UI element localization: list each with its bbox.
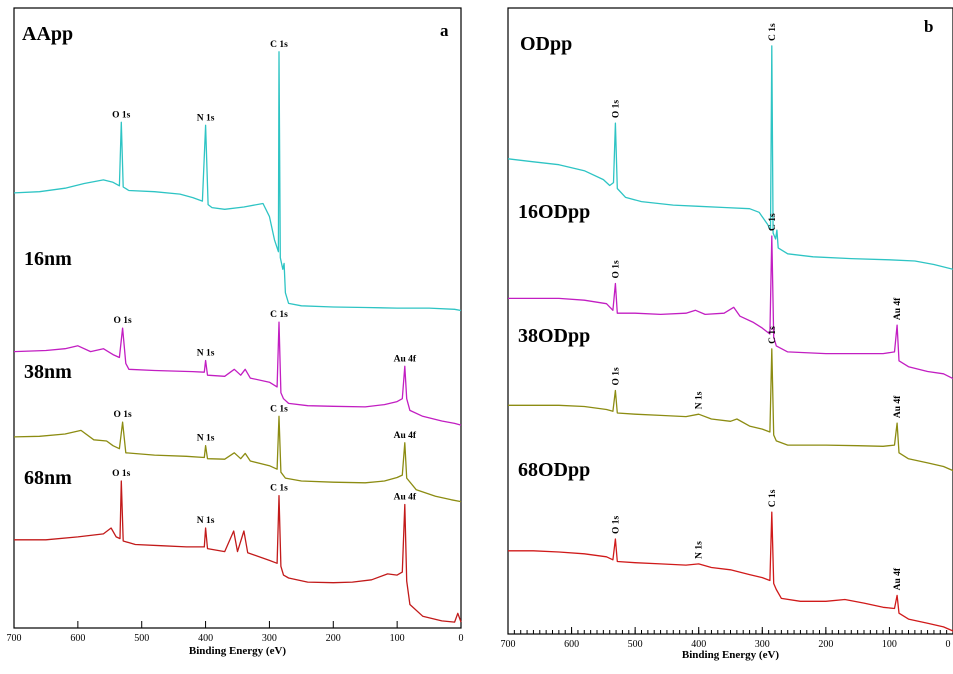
peak-label: N 1s <box>695 391 705 409</box>
x-tick-label: 100 <box>390 633 405 644</box>
x-tick-label: 600 <box>70 633 85 644</box>
series-label: 16ODpp <box>518 201 590 223</box>
panel-a: AApp a 700 600 500 400 300 200 100 0 Binding Energ… <box>7 7 464 657</box>
series-line <box>14 480 462 623</box>
panel-letter: a <box>440 21 449 40</box>
peak-label: O 1s <box>611 100 621 119</box>
peak-label: C 1s <box>768 489 778 507</box>
x-tick-label: 0 <box>459 633 464 644</box>
peak-label: O 1s <box>112 110 131 120</box>
x-tick-label: 500 <box>628 639 643 650</box>
series-label: 68nm <box>24 467 72 489</box>
peak-label: O 1s <box>112 469 131 479</box>
peak-label: Au 4f <box>893 297 903 320</box>
series-line <box>507 45 953 270</box>
x-tick-label: 200 <box>326 633 341 644</box>
series-line <box>13 415 462 503</box>
x-tick-label: 700 <box>7 633 22 644</box>
peak-label: Au 4f <box>893 395 903 418</box>
peak-label: C 1s <box>270 40 288 50</box>
peak-label: N 1s <box>197 434 215 444</box>
peak-label: Au 4f <box>394 354 417 364</box>
panel-title: AApp <box>22 23 73 45</box>
series-line <box>13 321 462 426</box>
peak-label: N 1s <box>197 348 215 358</box>
x-tick-label: 300 <box>755 639 770 650</box>
x-tick-label: 500 <box>134 633 149 644</box>
panel-b: ODpp b 700 600 500 400 300 200 100 0 Binding Energ… <box>501 7 953 661</box>
panel-letter: b <box>924 17 933 36</box>
series-label: 16nm <box>24 248 72 270</box>
x-tick-label: 100 <box>882 639 897 650</box>
peak-label: N 1s <box>197 516 215 526</box>
series-line <box>508 235 953 380</box>
x-axis-label: Binding Energy (eV) <box>189 645 287 657</box>
peak-label: Au 4f <box>394 493 417 503</box>
x-axis-label: Binding Energy (eV) <box>682 649 780 661</box>
peak-label: O 1s <box>611 367 621 386</box>
x-tick-label: 300 <box>262 633 277 644</box>
x-tick-label: 400 <box>198 633 213 644</box>
peak-label: C 1s <box>768 213 778 231</box>
peak-label: Au 4f <box>394 431 417 441</box>
peak-label: C 1s <box>768 326 778 344</box>
series-line <box>13 51 462 312</box>
peak-label: Au 4f <box>893 567 903 590</box>
plot-frame <box>507 7 953 635</box>
peak-label: C 1s <box>270 404 288 414</box>
peak-label: N 1s <box>695 541 705 559</box>
peak-label: O 1s <box>611 515 621 534</box>
peak-label: C 1s <box>768 23 778 41</box>
x-tick-label: 400 <box>691 639 706 650</box>
series-line <box>508 348 953 472</box>
peak-label: O 1s <box>113 316 132 326</box>
peak-label: O 1s <box>113 410 132 420</box>
series-label: 38nm <box>24 361 72 383</box>
peak-label: C 1s <box>270 484 288 494</box>
series-label: 68ODpp <box>518 459 590 481</box>
x-tick-label: 200 <box>818 639 833 650</box>
x-tick-label: 700 <box>501 639 516 650</box>
panel-title: ODpp <box>520 33 572 55</box>
series-line <box>508 511 953 632</box>
series-label: 38ODpp <box>518 325 590 347</box>
x-tick-label: 0 <box>946 639 951 650</box>
peak-label: C 1s <box>270 310 288 320</box>
plot-frame <box>13 7 462 629</box>
x-tick-label: 600 <box>564 639 579 650</box>
peak-label: O 1s <box>611 260 621 279</box>
peak-label: N 1s <box>197 113 215 123</box>
